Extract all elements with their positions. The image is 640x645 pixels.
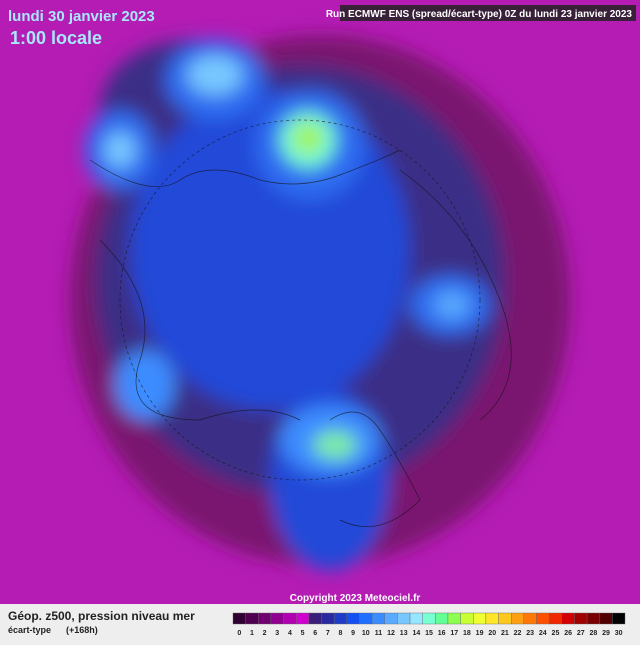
- scale-label: 8: [339, 630, 343, 637]
- scale-label: 15: [425, 630, 433, 637]
- scale-label: 6: [313, 630, 317, 637]
- scale-swatch: [359, 612, 373, 625]
- scale-swatch: [548, 612, 562, 625]
- scale-label: 3: [275, 630, 279, 637]
- scale-swatch: [232, 612, 246, 625]
- scale-label: 2: [263, 630, 267, 637]
- scale-label: 28: [589, 630, 597, 637]
- scale-swatch: [321, 612, 335, 625]
- scale-label: 24: [539, 630, 547, 637]
- scale-label: 29: [602, 630, 610, 637]
- scale-swatch: [333, 612, 348, 625]
- scale-swatch: [612, 612, 626, 625]
- scale-swatch: [473, 612, 487, 625]
- scale-swatch: [371, 612, 385, 625]
- coastlines: [89, 119, 512, 527]
- run: Run ECMWF ENS (spread/écart-type) 0Z du …: [326, 9, 633, 20]
- scale-label: 1: [250, 630, 254, 637]
- scale-label: 11: [375, 630, 383, 637]
- scale-swatch: [346, 612, 360, 625]
- scale-swatch: [422, 612, 436, 625]
- scale-label: 16: [438, 630, 446, 637]
- scale-swatch: [561, 612, 575, 625]
- field: écart-type: [8, 625, 51, 635]
- scale-label: 30: [615, 630, 623, 637]
- scale-swatch: [409, 612, 423, 625]
- scale-label: 18: [463, 630, 471, 637]
- lead: (+168h): [66, 625, 98, 635]
- scale-label: 17: [450, 630, 458, 637]
- color-scale: 0 1 2 3 4 5 6 7 8 9 10 11 12 13 14 15 16 17 18 19 20 21 22 23 24…: [232, 612, 626, 637]
- scale-swatch: [599, 612, 613, 625]
- scale-label: 7: [326, 630, 330, 637]
- scale-label: 10: [362, 630, 370, 637]
- scale-label: 20: [488, 630, 496, 637]
- scale-label: 12: [387, 630, 395, 637]
- scale-swatch: [397, 612, 411, 625]
- scale-label: 9: [351, 630, 355, 637]
- scale-label: 5: [301, 630, 305, 637]
- scale-swatch: [435, 612, 449, 625]
- scale-swatch: [510, 612, 525, 625]
- date: lundi 30 janvier 2023: [8, 8, 155, 25]
- scale-swatch: [536, 612, 550, 625]
- scale-swatch: [270, 612, 284, 625]
- copyright: Copyright 2023 Meteociel.fr: [290, 593, 421, 604]
- scale-swatch: [245, 612, 259, 625]
- run-box: [340, 5, 636, 21]
- scale-swatch: [498, 612, 512, 625]
- scale-label: 23: [526, 630, 534, 637]
- scale-label: 27: [577, 630, 585, 637]
- scale-label: 13: [400, 630, 408, 637]
- scale-label: 26: [564, 630, 572, 637]
- product: Géop. z500, pression niveau mer: [8, 609, 195, 623]
- scale-label: 0: [237, 630, 241, 637]
- scale-swatch: [574, 612, 588, 625]
- scale-label: 22: [514, 630, 522, 637]
- scale-swatch: [283, 612, 297, 625]
- scale-swatch: [485, 612, 499, 625]
- scale-swatch: [586, 612, 600, 625]
- scale-swatch: [460, 612, 474, 625]
- scale-swatch: [447, 612, 461, 625]
- scale-label: 19: [476, 630, 484, 637]
- scale-label: 25: [552, 630, 560, 637]
- time: 1:00 locale: [10, 28, 102, 48]
- scale-swatch: [258, 612, 272, 625]
- scale-swatch: [296, 612, 310, 625]
- scale-label: 14: [412, 630, 420, 637]
- scale-swatch: [523, 612, 537, 625]
- scale-label: 4: [288, 630, 292, 637]
- scale-swatch: [384, 612, 398, 625]
- scale-swatch: [308, 612, 322, 625]
- scale-label: 21: [501, 630, 509, 637]
